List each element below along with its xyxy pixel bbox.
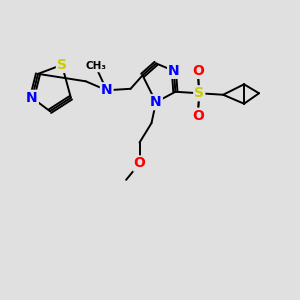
Text: N: N xyxy=(168,64,180,78)
Text: O: O xyxy=(192,64,204,78)
Text: CH₃: CH₃ xyxy=(86,61,107,71)
Text: O: O xyxy=(192,109,204,123)
Text: O: O xyxy=(134,156,146,170)
Text: N: N xyxy=(101,83,112,97)
Text: N: N xyxy=(150,95,162,109)
Text: S: S xyxy=(57,58,67,72)
Text: N: N xyxy=(26,91,38,105)
Text: S: S xyxy=(194,86,204,100)
